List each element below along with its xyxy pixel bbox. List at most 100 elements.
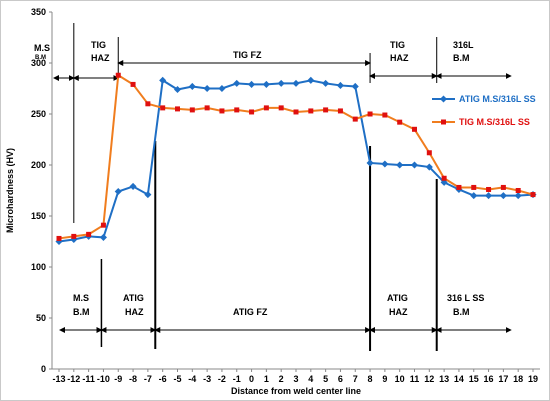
bottom-zone-label-ms: M.S <box>73 293 89 303</box>
top-zone-label-tig-fz: TIG FZ <box>233 50 262 60</box>
data-point <box>56 235 62 241</box>
x-tick-label: -11 <box>82 374 95 384</box>
x-tick-label: 3 <box>293 374 298 384</box>
data-point <box>336 81 344 89</box>
data-point <box>307 76 315 84</box>
data-point <box>99 233 107 241</box>
top-zone-label-316l: 316L <box>453 40 474 50</box>
data-point <box>485 192 493 200</box>
x-tick-label: 10 <box>395 374 405 384</box>
data-point <box>248 80 256 88</box>
data-point <box>323 107 329 113</box>
x-tick-label: 13 <box>439 374 449 384</box>
x-tick-label: -13 <box>52 374 65 384</box>
data-point <box>412 126 417 132</box>
legend-marker-atig <box>439 95 448 103</box>
x-tick-label: -3 <box>203 374 211 384</box>
data-point <box>129 182 137 190</box>
x-tick-label: 18 <box>513 374 523 384</box>
y-tick-label: 250 <box>31 109 46 119</box>
data-point <box>396 161 404 169</box>
data-point <box>410 161 419 169</box>
data-point <box>382 112 388 118</box>
data-point <box>100 222 106 228</box>
data-point <box>159 76 167 84</box>
series-layer <box>55 72 537 246</box>
series-0 <box>55 76 537 246</box>
data-point <box>322 79 330 87</box>
data-point <box>219 108 225 114</box>
y-tick-label: 350 <box>31 7 46 17</box>
x-tick-label: -4 <box>188 374 196 384</box>
x-tick-label: 16 <box>484 374 494 384</box>
bottom-zone-sublabel-atig-haz: HAZ <box>125 307 144 317</box>
data-point <box>425 163 433 171</box>
legend-label-atig: ATIG M.S/316L SS <box>459 94 536 104</box>
x-tick-label: 15 <box>469 374 479 384</box>
bottom-zone-label-atig-haz-right: ATIG <box>387 293 408 303</box>
data-point <box>234 107 240 113</box>
x-tick-labels: -13 -12 -11 -10 -9 -8 -7 -6 -5 -4 -3 -2 -1 0 1 2 3 4 5 6 7 8 9… <box>52 369 538 384</box>
data-point <box>175 106 180 112</box>
x-tick-label: 9 <box>382 374 387 384</box>
data-point <box>471 184 477 190</box>
data-point <box>144 191 152 199</box>
data-point <box>515 188 521 193</box>
data-point <box>218 84 226 93</box>
x-tick-label: -6 <box>159 374 167 384</box>
data-point <box>486 186 492 192</box>
x-tick-label: 0 <box>249 374 254 384</box>
data-point <box>293 109 299 115</box>
data-point <box>337 108 343 114</box>
data-point <box>115 72 121 78</box>
top-zone-sublabel-316l: B.M <box>453 53 470 63</box>
data-point <box>397 119 403 125</box>
zone-arrows <box>53 60 512 333</box>
x-tick-label: 5 <box>323 374 328 384</box>
bottom-zone-sublabel-atig-haz-right: HAZ <box>389 307 408 317</box>
x-tick-label: 1 <box>264 374 269 384</box>
x-tick-label: 4 <box>308 374 313 384</box>
top-zone-sublabel-ms: B.M <box>35 55 46 61</box>
top-zone-label-tig-haz: TIG <box>91 40 106 50</box>
bottom-zone-label-atig-haz: ATIG <box>123 293 144 303</box>
data-point <box>367 111 373 117</box>
zone-divider-lines <box>73 23 438 351</box>
x-tick-label: 17 <box>498 374 508 384</box>
data-point <box>71 233 77 239</box>
x-tick-label: -8 <box>129 374 137 384</box>
bottom-zone-sublabel-316l-ss: B.M <box>453 307 470 317</box>
series-1 <box>56 72 536 241</box>
data-point <box>514 192 522 200</box>
data-point <box>456 184 462 190</box>
data-point <box>530 192 536 198</box>
data-point <box>233 79 241 87</box>
x-tick-label: 11 <box>410 374 420 384</box>
x-tick-label: 6 <box>338 374 343 384</box>
data-point <box>499 192 507 200</box>
x-tick-label: -12 <box>67 374 80 384</box>
data-point <box>426 150 432 156</box>
data-point <box>441 175 447 181</box>
x-axis-title: Distance from weld center line <box>231 386 361 396</box>
data-point <box>263 105 269 111</box>
x-tick-label: -2 <box>218 374 226 384</box>
y-tick-label: 300 <box>31 58 46 68</box>
y-tick-label: 100 <box>31 262 46 272</box>
y-tick-label: 150 <box>31 211 46 221</box>
x-tick-label: 2 <box>279 374 284 384</box>
x-tick-label: 7 <box>353 374 358 384</box>
top-zone-label-tig-haz-right: TIG <box>390 40 405 50</box>
x-tick-label: -10 <box>97 374 110 384</box>
data-point <box>381 160 389 168</box>
legend: ATIG M.S/316L SS TIG M.S/316L SS <box>432 94 536 127</box>
data-point <box>204 105 210 111</box>
top-zone-label-ms: M.S <box>34 43 50 53</box>
x-tick-label: -1 <box>233 374 241 384</box>
data-point <box>130 81 136 87</box>
x-tick-label: 12 <box>424 374 434 384</box>
x-tick-label: -7 <box>144 374 152 384</box>
data-point <box>366 159 374 167</box>
data-point <box>114 187 122 196</box>
